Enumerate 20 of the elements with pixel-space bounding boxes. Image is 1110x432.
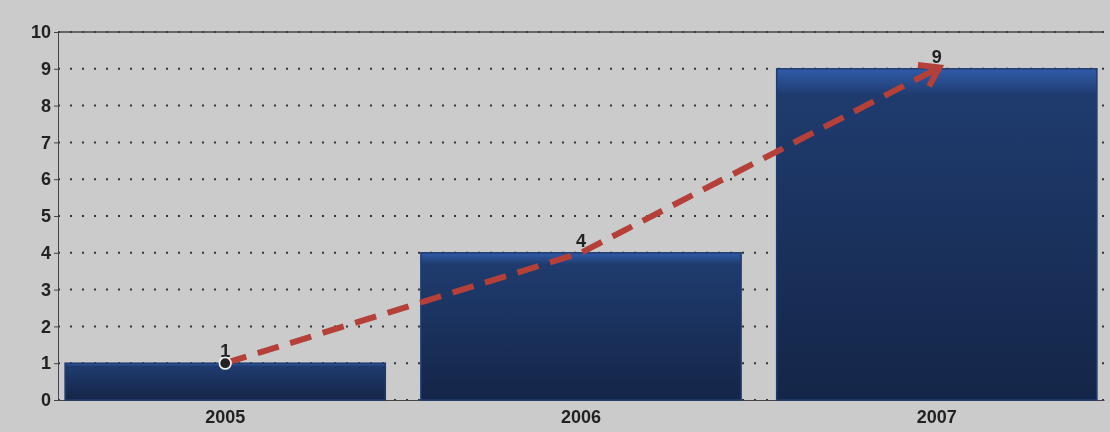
y-tick-label: 3 <box>40 279 51 300</box>
x-tick-label: 2005 <box>205 406 246 427</box>
y-tick-label: 9 <box>40 59 51 80</box>
bar <box>420 252 742 401</box>
data-label: 1 <box>220 341 231 362</box>
data-label: 9 <box>931 46 942 67</box>
y-tick-label: 8 <box>40 95 51 116</box>
y-tick-label: 1 <box>40 353 51 374</box>
y-tick-label: 10 <box>30 22 51 43</box>
y-tick-label: 0 <box>40 390 51 411</box>
y-tick-label: 4 <box>40 243 51 264</box>
y-tick-label: 7 <box>40 132 51 153</box>
x-tick-label: 2006 <box>560 406 602 427</box>
bar <box>64 362 387 401</box>
x-tick-label: 2007 <box>916 406 957 427</box>
data-label: 4 <box>575 230 587 251</box>
y-tick-label: 2 <box>40 316 51 337</box>
y-tick-label: 5 <box>40 206 51 227</box>
bar <box>775 68 1098 401</box>
y-tick-label: 6 <box>40 169 51 190</box>
